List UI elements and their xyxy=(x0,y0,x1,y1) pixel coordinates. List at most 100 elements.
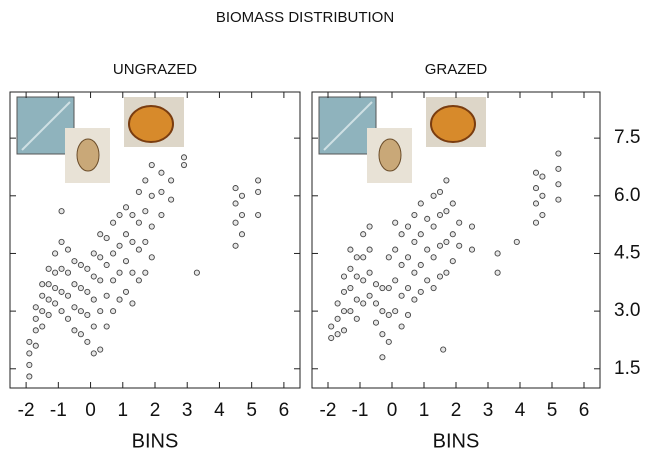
point xyxy=(129,300,136,307)
point xyxy=(347,265,354,272)
point xyxy=(379,308,386,315)
x-tick-label: 5 xyxy=(246,400,257,421)
x-tick-label: 2 xyxy=(150,400,161,421)
point xyxy=(232,242,239,249)
point xyxy=(84,311,91,319)
point xyxy=(39,308,46,315)
point xyxy=(411,296,418,303)
x-axis-label: BINS xyxy=(433,430,480,452)
point xyxy=(398,261,405,269)
point xyxy=(555,165,562,172)
point xyxy=(32,342,39,349)
point xyxy=(39,292,46,299)
point xyxy=(26,361,33,368)
point xyxy=(449,258,456,265)
point xyxy=(555,150,562,157)
point xyxy=(532,200,540,207)
point xyxy=(110,250,117,257)
point xyxy=(32,315,39,322)
point xyxy=(90,323,97,330)
point xyxy=(360,231,367,238)
y-tick-label: 6.0 xyxy=(614,185,640,206)
point xyxy=(443,238,450,245)
point xyxy=(392,246,399,253)
point xyxy=(84,338,91,345)
x-tick-label: 6 xyxy=(279,400,290,421)
point xyxy=(90,250,97,257)
point xyxy=(404,254,412,261)
point xyxy=(71,281,78,288)
point xyxy=(122,204,130,211)
point xyxy=(443,269,450,276)
point xyxy=(26,373,33,380)
point xyxy=(58,308,65,315)
point xyxy=(255,211,262,219)
y-tick-label: 1.5 xyxy=(614,358,640,379)
point xyxy=(64,269,72,276)
point xyxy=(255,177,262,184)
point xyxy=(129,269,136,276)
point xyxy=(45,265,52,272)
point xyxy=(417,200,424,207)
point xyxy=(404,311,412,319)
point xyxy=(366,223,373,230)
x-tick-label: 1 xyxy=(419,400,430,421)
x-tick-label: 0 xyxy=(387,400,398,421)
x-axis-label: BINS xyxy=(132,430,179,452)
point xyxy=(52,250,59,257)
point xyxy=(168,196,175,203)
point xyxy=(110,277,117,284)
point xyxy=(142,269,149,276)
point xyxy=(436,188,444,195)
point xyxy=(411,269,418,276)
point xyxy=(334,331,341,338)
y-tick-label: 7.5 xyxy=(614,127,640,148)
point xyxy=(328,323,335,330)
point xyxy=(232,219,239,226)
point xyxy=(539,173,546,180)
point xyxy=(539,192,546,199)
point xyxy=(392,277,399,284)
point xyxy=(129,238,136,245)
point xyxy=(90,273,97,280)
point xyxy=(372,319,380,326)
point xyxy=(494,250,501,257)
point xyxy=(84,288,91,295)
point xyxy=(468,223,476,230)
point xyxy=(539,211,546,219)
point xyxy=(122,231,130,238)
point xyxy=(180,154,188,161)
point xyxy=(353,273,360,280)
x-tick-label: -1 xyxy=(50,400,67,421)
point xyxy=(430,254,437,261)
point xyxy=(142,177,149,184)
point xyxy=(103,235,110,242)
point xyxy=(180,161,188,169)
point xyxy=(430,192,437,199)
y-tick-label: 4.5 xyxy=(614,242,640,263)
point xyxy=(340,288,348,295)
point xyxy=(385,285,392,292)
point xyxy=(417,231,424,238)
point xyxy=(436,273,444,280)
point xyxy=(45,281,52,288)
point xyxy=(32,327,39,334)
x-tick-label: 4 xyxy=(214,400,225,421)
point xyxy=(52,285,59,292)
point xyxy=(436,211,444,219)
point xyxy=(238,192,246,199)
point xyxy=(135,246,142,253)
point xyxy=(443,177,450,184)
point xyxy=(392,308,399,315)
point xyxy=(385,338,392,345)
point xyxy=(158,188,165,195)
point xyxy=(340,327,348,334)
point xyxy=(340,308,348,315)
x-tick-label: 0 xyxy=(85,400,96,421)
x-tick-label: 3 xyxy=(483,400,494,421)
point xyxy=(90,350,97,357)
point xyxy=(555,181,562,188)
point xyxy=(129,211,136,219)
point xyxy=(555,196,562,203)
